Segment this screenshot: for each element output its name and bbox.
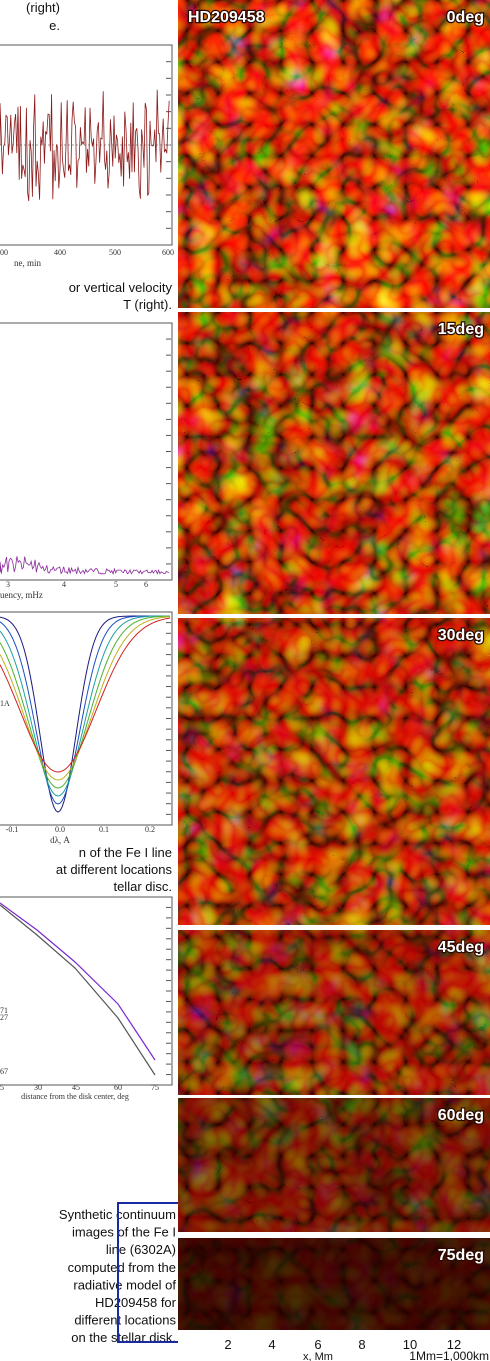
granulation-image <box>178 930 490 1095</box>
caption-line: e. <box>49 18 60 33</box>
caption-line: line (6302A) <box>106 1242 176 1257</box>
line-profile <box>0 615 170 789</box>
granulation-image <box>178 618 490 925</box>
caption-frame <box>117 1202 178 1343</box>
x-tick-label: 60 <box>114 1083 122 1092</box>
line-profile <box>0 616 171 781</box>
angle-label: 45deg <box>438 939 484 956</box>
x-tick-label: 2 <box>224 1337 231 1352</box>
angle-label: 30deg <box>438 627 484 644</box>
star-label: HD209458 <box>188 9 265 26</box>
annotation: 71 <box>0 1006 8 1015</box>
x-axis-label: x, Mm <box>303 1351 333 1361</box>
line-profile <box>0 617 171 773</box>
x-tick-label: 10 <box>403 1337 417 1352</box>
ctl-curve <box>0 904 156 1076</box>
x-tick-label: 5 <box>114 580 118 589</box>
x-tick-label: 500 <box>109 248 121 257</box>
caption-line: n of the Fe I line <box>79 845 172 860</box>
plot-frame <box>0 322 173 581</box>
caption-line: images of the Fe I <box>72 1225 176 1240</box>
scale-note: 1Mm=1,000km <box>409 1349 489 1361</box>
angle-label: 60deg <box>438 1107 484 1124</box>
ctl-curve <box>0 902 156 1061</box>
x-tick-label: 4 <box>268 1337 275 1352</box>
caption-line: different locations <box>74 1313 176 1328</box>
x-tick-label: 00 <box>0 248 8 257</box>
caption-line: tellar disc. <box>113 879 172 894</box>
x-tick-label: 600 <box>162 248 174 257</box>
annotation: 27 <box>0 1013 8 1022</box>
x-tick-label: 6 <box>144 580 148 589</box>
granulation-image <box>178 312 490 614</box>
angle-label: 75deg <box>438 1247 484 1264</box>
limb-darkening <box>178 312 490 614</box>
x-tick-label: 6 <box>314 1337 321 1352</box>
x-tick-label: 4 <box>62 580 66 589</box>
caption-line: at different locations <box>56 862 173 877</box>
caption-line: (right) <box>26 0 60 15</box>
time-series <box>0 89 170 202</box>
caption-line: or vertical velocity <box>69 280 173 295</box>
spectrum <box>0 556 170 576</box>
annotation: 1A <box>0 699 10 708</box>
x-axis-label: ne, min <box>14 258 41 268</box>
right-column: 0deg 15deg 30deg 45deg 60deg 75deg HD209458 2 4 6… <box>178 0 490 1361</box>
caption-line: radiative model of <box>73 1277 176 1292</box>
granulation-image <box>178 0 490 308</box>
line-profile <box>0 615 170 797</box>
annotation: 67 <box>0 1067 8 1076</box>
x-tick-label: 45 <box>72 1083 80 1092</box>
angle-label: 15deg <box>438 321 484 338</box>
x-axis-label: distance from the disk center, deg <box>21 1092 129 1101</box>
limb-darkening <box>178 1238 490 1330</box>
angle-label: 0deg <box>447 9 484 26</box>
x-tick-label: 8 <box>358 1337 365 1352</box>
limb-darkening <box>178 1098 490 1232</box>
line-profile <box>0 615 170 805</box>
x-tick-label: 400 <box>54 248 66 257</box>
x-tick-label: 3 <box>6 580 10 589</box>
limb-darkening <box>178 618 490 925</box>
limb-darkening <box>178 930 490 1095</box>
caption-line: HD209458 for <box>95 1295 177 1310</box>
x-tick-label: 0.0 <box>55 825 65 834</box>
x-tick-label: 0.2 <box>145 825 155 834</box>
x-tick-label: 0.1 <box>99 825 109 834</box>
x-tick-label: 75 <box>151 1083 159 1092</box>
x-axis-label: uency, mHz <box>0 590 43 600</box>
x-tick-label: -0.1 <box>6 825 19 834</box>
caption-line: computed from the <box>68 1260 176 1275</box>
x-tick-label: 5 <box>0 1083 4 1092</box>
caption-line: T (right). <box>123 297 172 312</box>
x-tick-label: 30 <box>34 1083 42 1092</box>
x-axis-label: dλ, A <box>50 835 70 845</box>
x-tick-label: 12 <box>447 1337 461 1352</box>
